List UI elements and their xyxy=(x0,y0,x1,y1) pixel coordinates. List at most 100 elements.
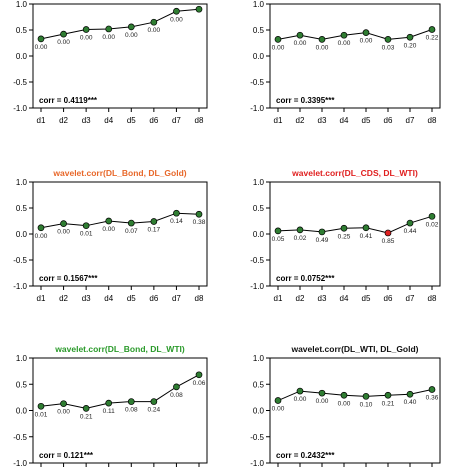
chart-title: wavelet.corr(DL_Bond, DL_Gold) xyxy=(52,168,186,178)
point-label: 0.36 xyxy=(426,395,439,402)
point-label: 0.00 xyxy=(35,233,48,240)
y-tick-label: 1.0 xyxy=(16,0,28,9)
point-label: 0.11 xyxy=(103,408,116,415)
point-label: 0.01 xyxy=(80,231,93,238)
point-label: 0.03 xyxy=(382,44,395,51)
point-label: 0.20 xyxy=(404,42,417,49)
x-tick-label: d1 xyxy=(37,294,46,303)
chart-panel-6: wavelet.corr(DL_WTI, DL_Gold) -1.0 -0.5 0.0… xyxy=(250,344,441,468)
point-label: 0.00 xyxy=(125,32,138,39)
chart-panel-5: wavelet.corr(DL_Bond, DL_WTI) -1.0 -0.5 0.0… xyxy=(13,344,208,468)
series-line xyxy=(40,374,200,409)
point-label: 0.17 xyxy=(148,227,161,234)
x-tick-label: d5 xyxy=(362,116,371,125)
x-tick-label: d7 xyxy=(406,294,415,303)
y-tick-label: -0.5 xyxy=(250,256,264,265)
point-label: 0.00 xyxy=(338,400,351,407)
plot-frame xyxy=(269,3,441,109)
y-tick-label: -0.5 xyxy=(13,256,27,265)
point-label: 0.21 xyxy=(80,413,93,420)
x-tick-label: d4 xyxy=(340,294,349,303)
data-point xyxy=(362,224,370,232)
y-tick-label: -0.5 xyxy=(250,433,264,442)
point-label: 0.00 xyxy=(80,34,93,41)
y-tick-label: 1.0 xyxy=(253,354,265,363)
data-point xyxy=(406,33,414,41)
point-label: 0.02 xyxy=(294,235,307,242)
y-tick-label: -1.0 xyxy=(13,459,27,468)
x-tick-label: d6 xyxy=(384,116,393,125)
data-point xyxy=(428,212,436,220)
point-label: 0.22 xyxy=(426,34,439,41)
x-tick-label: d2 xyxy=(296,116,305,125)
point-label: 0.01 xyxy=(35,411,48,418)
data-point xyxy=(274,227,282,235)
point-label: 0.00 xyxy=(316,398,329,405)
data-point xyxy=(384,36,392,43)
series-line xyxy=(40,8,200,40)
chart-panel-2: -1.0 -0.5 0.0 0.5 1.0 d1 d2 d3 d4 d5 d6 d7 d8 0.00 0.0… xyxy=(250,0,441,125)
data-point xyxy=(60,220,67,227)
point-label: 0.07 xyxy=(125,228,138,235)
data-point xyxy=(362,29,370,36)
y-tick-label: 0.0 xyxy=(253,52,265,61)
data-point xyxy=(340,31,348,39)
data-point xyxy=(428,26,436,33)
data-point xyxy=(127,398,135,405)
data-point xyxy=(150,18,158,26)
data-point xyxy=(406,219,414,227)
point-label: 0.00 xyxy=(294,396,307,403)
x-tick-label: d5 xyxy=(362,294,371,303)
point-label: 0.00 xyxy=(272,44,285,51)
point-label: 0.14 xyxy=(170,218,183,225)
x-tick-label: d8 xyxy=(195,294,204,303)
point-label: 0.40 xyxy=(404,399,417,406)
point-label: 0.49 xyxy=(316,237,329,244)
data-point xyxy=(60,30,67,38)
x-tick-label: d6 xyxy=(149,116,158,125)
series-line xyxy=(277,29,433,40)
point-label: 0.38 xyxy=(193,219,206,226)
y-tick-label: 0.5 xyxy=(253,380,265,389)
data-point xyxy=(296,226,304,234)
x-tick-label: d4 xyxy=(340,116,349,125)
chart-title: wavelet.corr(DL_WTI, DL_Gold) xyxy=(290,344,418,354)
point-label: 0.21 xyxy=(382,400,395,407)
y-tick-label: 1.0 xyxy=(16,354,28,363)
data-point xyxy=(384,391,392,399)
data-point xyxy=(82,405,90,412)
corr-label: corr = 0.4119*** xyxy=(39,96,98,105)
data-point xyxy=(318,36,326,43)
corr-label: corr = 0.121*** xyxy=(39,451,94,460)
data-point xyxy=(60,400,67,408)
chart-title: wavelet.corr(DL_Bond, DL_WTI) xyxy=(54,344,185,354)
x-tick-label: d6 xyxy=(384,294,393,303)
y-tick-label: 1.0 xyxy=(253,0,265,9)
data-point xyxy=(340,224,348,232)
x-tick-label: d3 xyxy=(82,116,91,125)
data-point xyxy=(274,36,282,43)
point-label: 0.44 xyxy=(404,228,417,235)
x-tick-label: d2 xyxy=(59,116,68,125)
point-label: 0.85 xyxy=(382,238,395,245)
data-point xyxy=(37,402,45,410)
data-point xyxy=(37,224,45,232)
y-tick-label: 0.5 xyxy=(253,204,265,213)
y-tick-label: -1.0 xyxy=(13,282,27,291)
x-tick-label: d3 xyxy=(318,294,327,303)
x-tick-label: d1 xyxy=(37,116,46,125)
data-point xyxy=(150,398,158,405)
data-point xyxy=(318,389,326,397)
y-tick-label: -1.0 xyxy=(250,459,264,468)
chart-panel-3: wavelet.corr(DL_Bond, DL_Gold) -1.0 -0.5 0.… xyxy=(13,168,208,303)
x-tick-label: d8 xyxy=(195,116,204,125)
corr-label: corr = 0.0752*** xyxy=(276,274,335,283)
point-label: 0.00 xyxy=(148,27,161,34)
point-label: 0.00 xyxy=(316,44,329,51)
y-tick-label: -1.0 xyxy=(13,104,27,113)
y-tick-label: 0.0 xyxy=(253,230,265,239)
chart-panel-1: -1.0 -0.5 0.0 0.5 1.0 d1 d2 d3 d4 d5 d6 d7 d8 0.00 0.0… xyxy=(13,0,208,125)
point-label: 0.00 xyxy=(57,409,70,416)
y-tick-label: -0.5 xyxy=(250,78,264,87)
y-tick-label: -0.5 xyxy=(13,433,27,442)
